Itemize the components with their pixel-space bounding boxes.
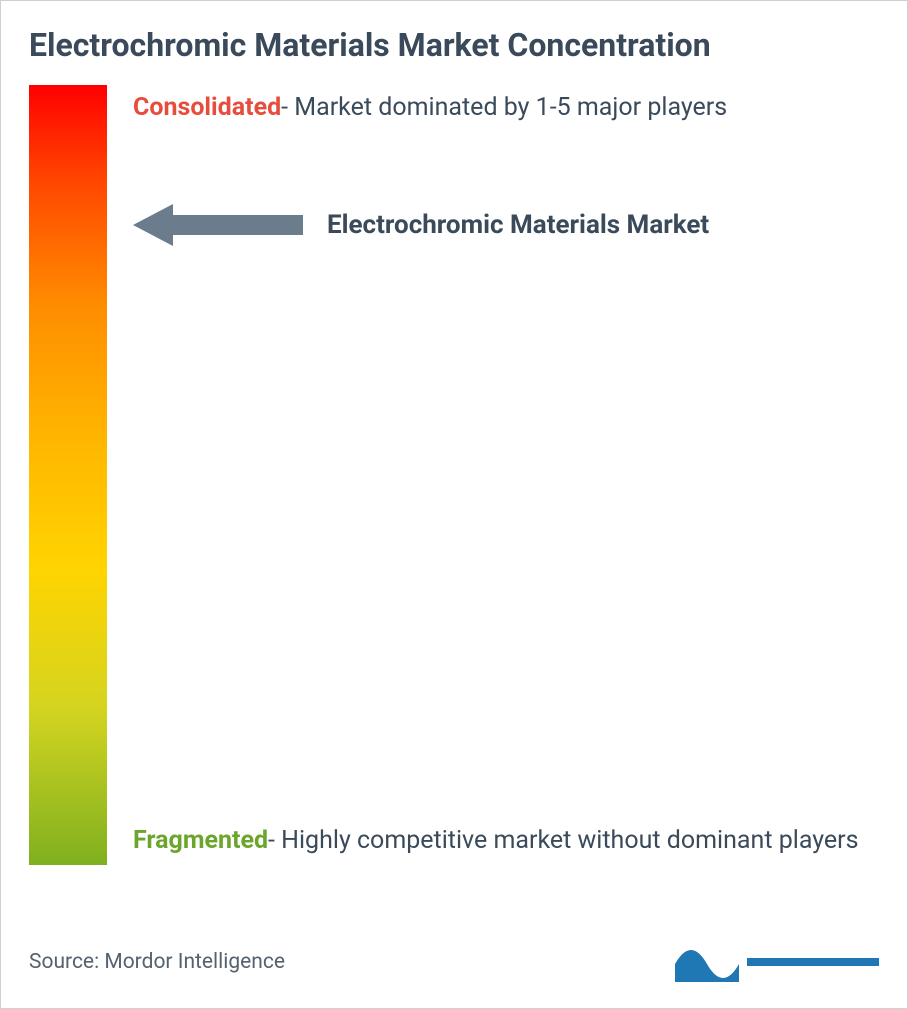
fragmented-lead: Fragmented	[133, 826, 268, 855]
logo	[675, 942, 879, 982]
page-title: Electrochromic Materials Market Concentr…	[29, 25, 879, 67]
consolidated-lead: Consolidated	[133, 93, 281, 122]
top-section: Consolidated- Market dominated by 1-5 ma…	[133, 85, 879, 249]
arrow-polygon	[133, 204, 303, 246]
infographic-container: Electrochromic Materials Market Concentr…	[0, 0, 908, 1009]
arrow-left-icon	[133, 202, 303, 248]
concentration-gradient-bar	[29, 85, 107, 865]
marker-row: Electrochromic Materials Market	[133, 202, 879, 248]
logo-wave	[675, 950, 739, 982]
content-column: Consolidated- Market dominated by 1-5 ma…	[107, 85, 879, 865]
body-area: Consolidated- Market dominated by 1-5 ma…	[29, 85, 879, 865]
arrow-wrap	[133, 202, 303, 248]
consolidated-rest: - Market dominated by 1-5 major players	[281, 93, 727, 122]
footer: Source: Mordor Intelligence	[29, 942, 879, 982]
fragmented-rest: - Highly competitive market without domi…	[268, 826, 859, 855]
fragmented-label: Fragmented- Highly competitive market wi…	[133, 818, 879, 864]
source-text: Source: Mordor Intelligence	[29, 950, 285, 974]
consolidated-label: Consolidated- Market dominated by 1-5 ma…	[133, 85, 879, 131]
gradient-rect	[29, 85, 107, 865]
marker-label: Electrochromic Materials Market	[327, 210, 709, 240]
logo-bar	[747, 958, 879, 966]
gradient-column	[29, 85, 107, 865]
logo-mark-icon	[675, 942, 739, 982]
